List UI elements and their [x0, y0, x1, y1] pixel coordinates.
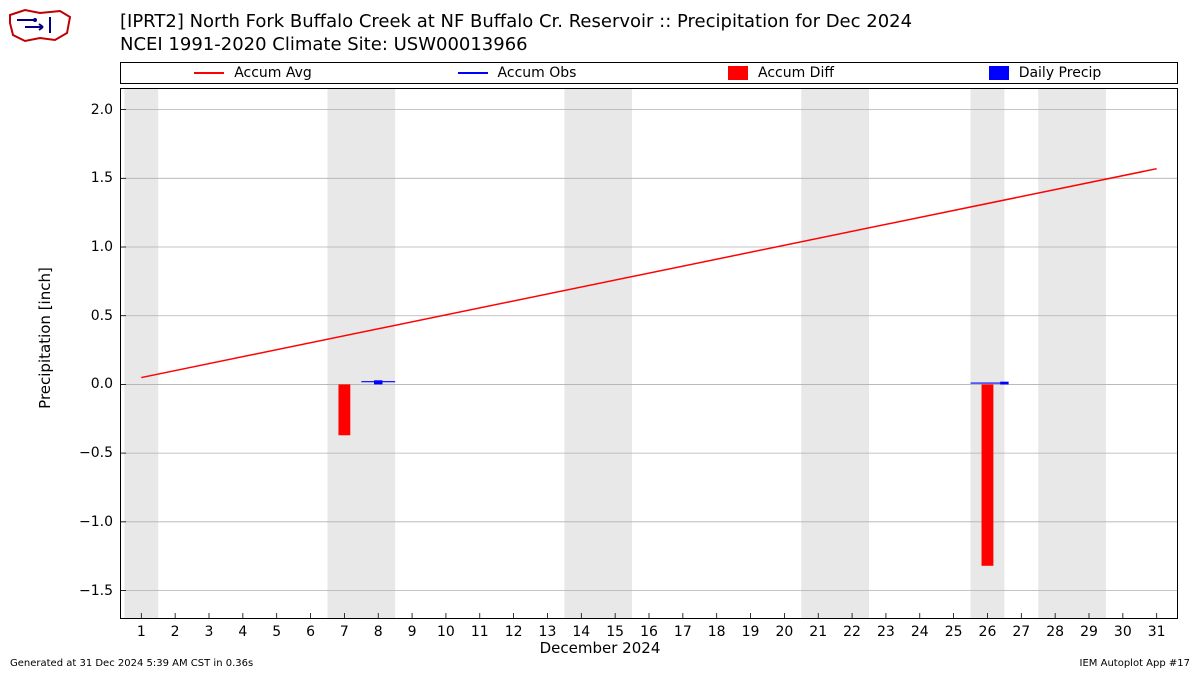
x-tick-label: 26 [979, 618, 997, 640]
legend-swatch [728, 66, 748, 80]
x-tick-label: 23 [877, 618, 895, 640]
y-tick-label: 1.5 [91, 170, 121, 186]
y-axis-label: Precipitation [inch] [36, 267, 54, 409]
y-tick-label: 0.0 [91, 376, 121, 392]
legend-item: Daily Precip [913, 65, 1177, 81]
x-tick-label: 12 [505, 618, 523, 640]
x-tick-label: 1 [137, 618, 146, 640]
plot-area: −1.5−1.0−0.50.00.51.01.52.01234567891011… [120, 88, 1178, 619]
legend-label: Daily Precip [1019, 65, 1102, 81]
plot-svg [121, 89, 1177, 618]
x-tick-label: 9 [408, 618, 417, 640]
y-tick-label: −0.5 [79, 445, 121, 461]
x-tick-label: 16 [640, 618, 658, 640]
x-tick-label: 24 [911, 618, 929, 640]
legend-label: Accum Diff [758, 65, 834, 81]
y-tick-label: −1.0 [79, 514, 121, 530]
legend-label: Accum Avg [234, 65, 312, 81]
y-tick-label: −1.5 [79, 583, 121, 599]
x-tick-label: 14 [572, 618, 590, 640]
x-tick-label: 5 [272, 618, 281, 640]
x-tick-label: 4 [238, 618, 247, 640]
x-tick-label: 29 [1080, 618, 1098, 640]
x-tick-label: 11 [471, 618, 489, 640]
x-tick-label: 8 [374, 618, 383, 640]
x-tick-label: 7 [340, 618, 349, 640]
x-tick-label: 13 [539, 618, 557, 640]
x-tick-label: 18 [708, 618, 726, 640]
iem-logo [5, 5, 75, 45]
chart-title: [IPRT2] North Fork Buffalo Creek at NF B… [120, 10, 912, 57]
x-tick-label: 31 [1148, 618, 1166, 640]
x-tick-label: 25 [945, 618, 963, 640]
x-tick-label: 22 [843, 618, 861, 640]
legend-item: Accum Avg [121, 65, 385, 81]
legend-swatch [194, 72, 224, 74]
x-tick-label: 6 [306, 618, 315, 640]
y-tick-label: 2.0 [91, 102, 121, 118]
y-tick-label: 0.5 [91, 308, 121, 324]
footer-generated: Generated at 31 Dec 2024 5:39 AM CST in … [10, 658, 253, 669]
footer-app: IEM Autoplot App #17 [1080, 658, 1190, 669]
x-tick-label: 10 [437, 618, 455, 640]
x-tick-label: 30 [1114, 618, 1132, 640]
x-tick-label: 27 [1012, 618, 1030, 640]
legend-item: Accum Diff [649, 65, 913, 81]
title-line-1: [IPRT2] North Fork Buffalo Creek at NF B… [120, 10, 912, 33]
y-tick-label: 1.0 [91, 239, 121, 255]
legend-swatch [458, 72, 488, 74]
title-line-2: NCEI 1991-2020 Climate Site: USW00013966 [120, 33, 912, 56]
legend-swatch [989, 66, 1009, 80]
x-tick-label: 21 [809, 618, 827, 640]
legend: Accum Avg Accum Obs Accum Diff Daily Precip [120, 62, 1178, 84]
x-tick-label: 19 [742, 618, 760, 640]
x-axis-label: December 2024 [540, 639, 661, 657]
x-tick-label: 17 [674, 618, 692, 640]
x-tick-label: 20 [775, 618, 793, 640]
legend-label: Accum Obs [498, 65, 577, 81]
x-tick-label: 2 [171, 618, 180, 640]
x-tick-label: 3 [205, 618, 214, 640]
legend-item: Accum Obs [385, 65, 649, 81]
x-tick-label: 15 [606, 618, 624, 640]
x-tick-label: 28 [1046, 618, 1064, 640]
